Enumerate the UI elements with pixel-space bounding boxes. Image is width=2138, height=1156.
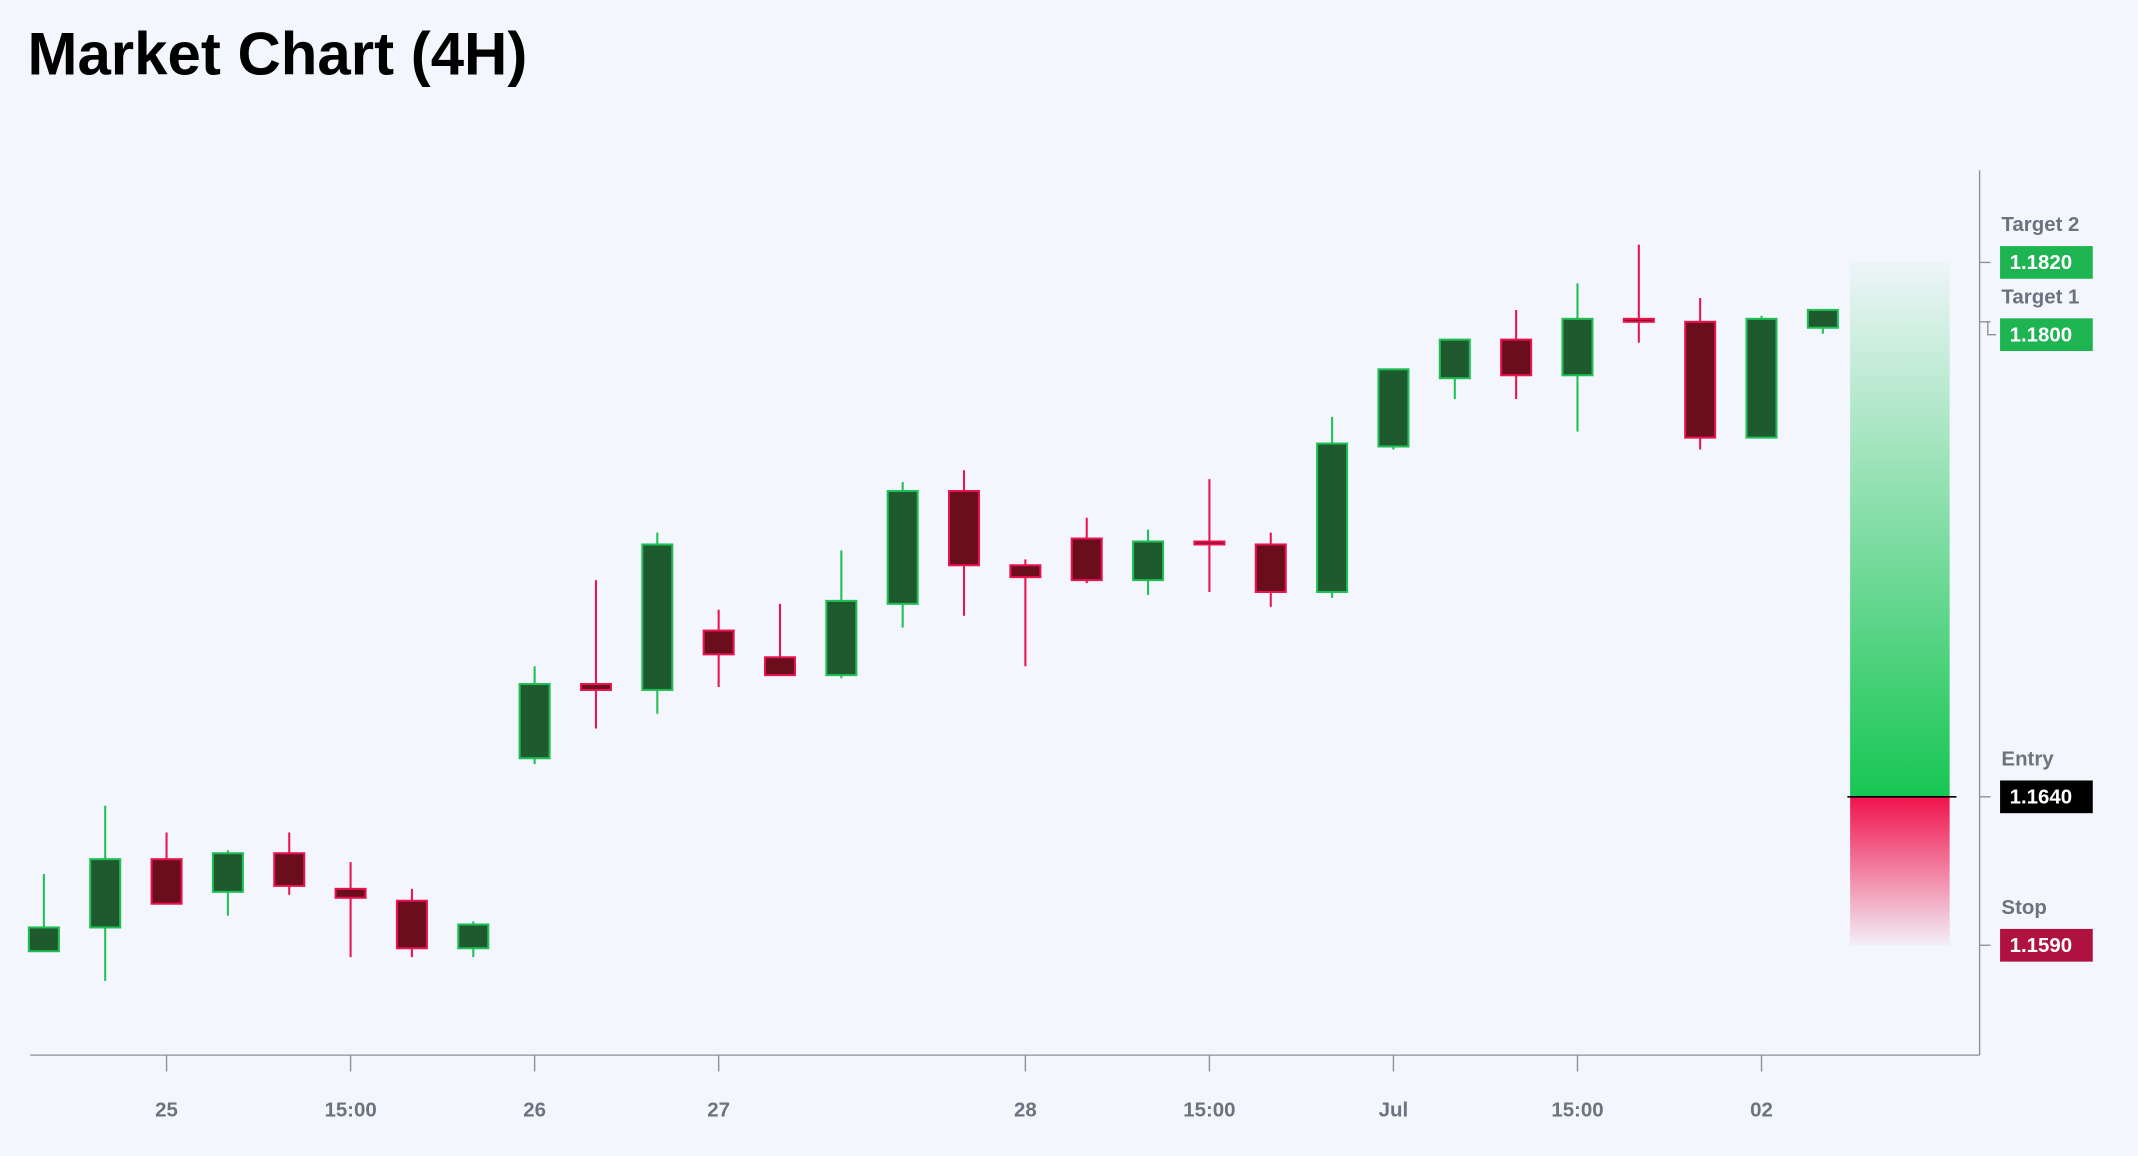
loss-zone: [1850, 796, 1950, 946]
x-tick-label: 02: [1750, 1098, 1773, 1121]
candle-body: [763, 656, 797, 677]
level-value: 1.1820: [2010, 251, 2073, 274]
candle-body: [1316, 442, 1349, 594]
candle-body: [1438, 338, 1471, 380]
level-value: 1.1590: [2010, 934, 2073, 957]
x-tick-label: 26: [523, 1098, 546, 1121]
profit-zone: [1850, 262, 1950, 797]
candle-body: [1561, 317, 1594, 377]
x-tick-label: 15:00: [1551, 1098, 1603, 1121]
candle-body: [702, 629, 735, 656]
candle-body: [825, 599, 858, 677]
candle-body: [641, 543, 674, 691]
candle-body: [457, 923, 490, 950]
candle-body: [150, 858, 183, 905]
x-tick-label: 15:00: [324, 1098, 376, 1121]
x-tick-label: 25: [155, 1098, 178, 1121]
candle-body: [1684, 320, 1717, 439]
candle-body: [273, 852, 306, 887]
candle-body: [948, 490, 981, 567]
candle-body: [395, 899, 428, 950]
level-name: Target 1: [2001, 285, 2079, 308]
candle-body: [211, 852, 244, 893]
candle-body: [1009, 564, 1042, 579]
candle-body: [27, 926, 60, 953]
candle-body: [1622, 317, 1655, 323]
level-badge: [2000, 928, 2093, 962]
x-tick-label: Jul: [1379, 1098, 1409, 1121]
candle-body: [886, 490, 919, 605]
candle-body: [334, 887, 367, 899]
level-badge: [2000, 318, 2093, 352]
candle-body: [1806, 308, 1839, 329]
candle-body: [1254, 543, 1287, 594]
candle-body: [1745, 317, 1778, 439]
level-badge: [2000, 246, 2093, 279]
x-tick-label: 27: [707, 1098, 730, 1121]
level-name: Stop: [2001, 896, 2046, 919]
level-connector: [1985, 321, 1996, 336]
x-tick-label: 28: [1014, 1098, 1037, 1121]
level-badge: [2000, 780, 2093, 814]
candle-body: [1500, 338, 1533, 377]
level-name: Target 2: [2001, 213, 2079, 236]
candle-body: [1070, 537, 1103, 582]
level-value: 1.1640: [2010, 786, 2073, 809]
level-name: Entry: [2001, 747, 2054, 770]
candle-body: [1193, 540, 1226, 546]
x-tick-label: 15:00: [1183, 1098, 1235, 1121]
candle-body: [89, 858, 122, 929]
candle-body: [518, 682, 551, 760]
candle-body: [1132, 540, 1165, 582]
chart-title: Market Chart (4H): [28, 20, 528, 87]
level-value: 1.1800: [2010, 323, 2073, 346]
candle-body: [579, 682, 612, 691]
candle-body: [1377, 368, 1410, 448]
